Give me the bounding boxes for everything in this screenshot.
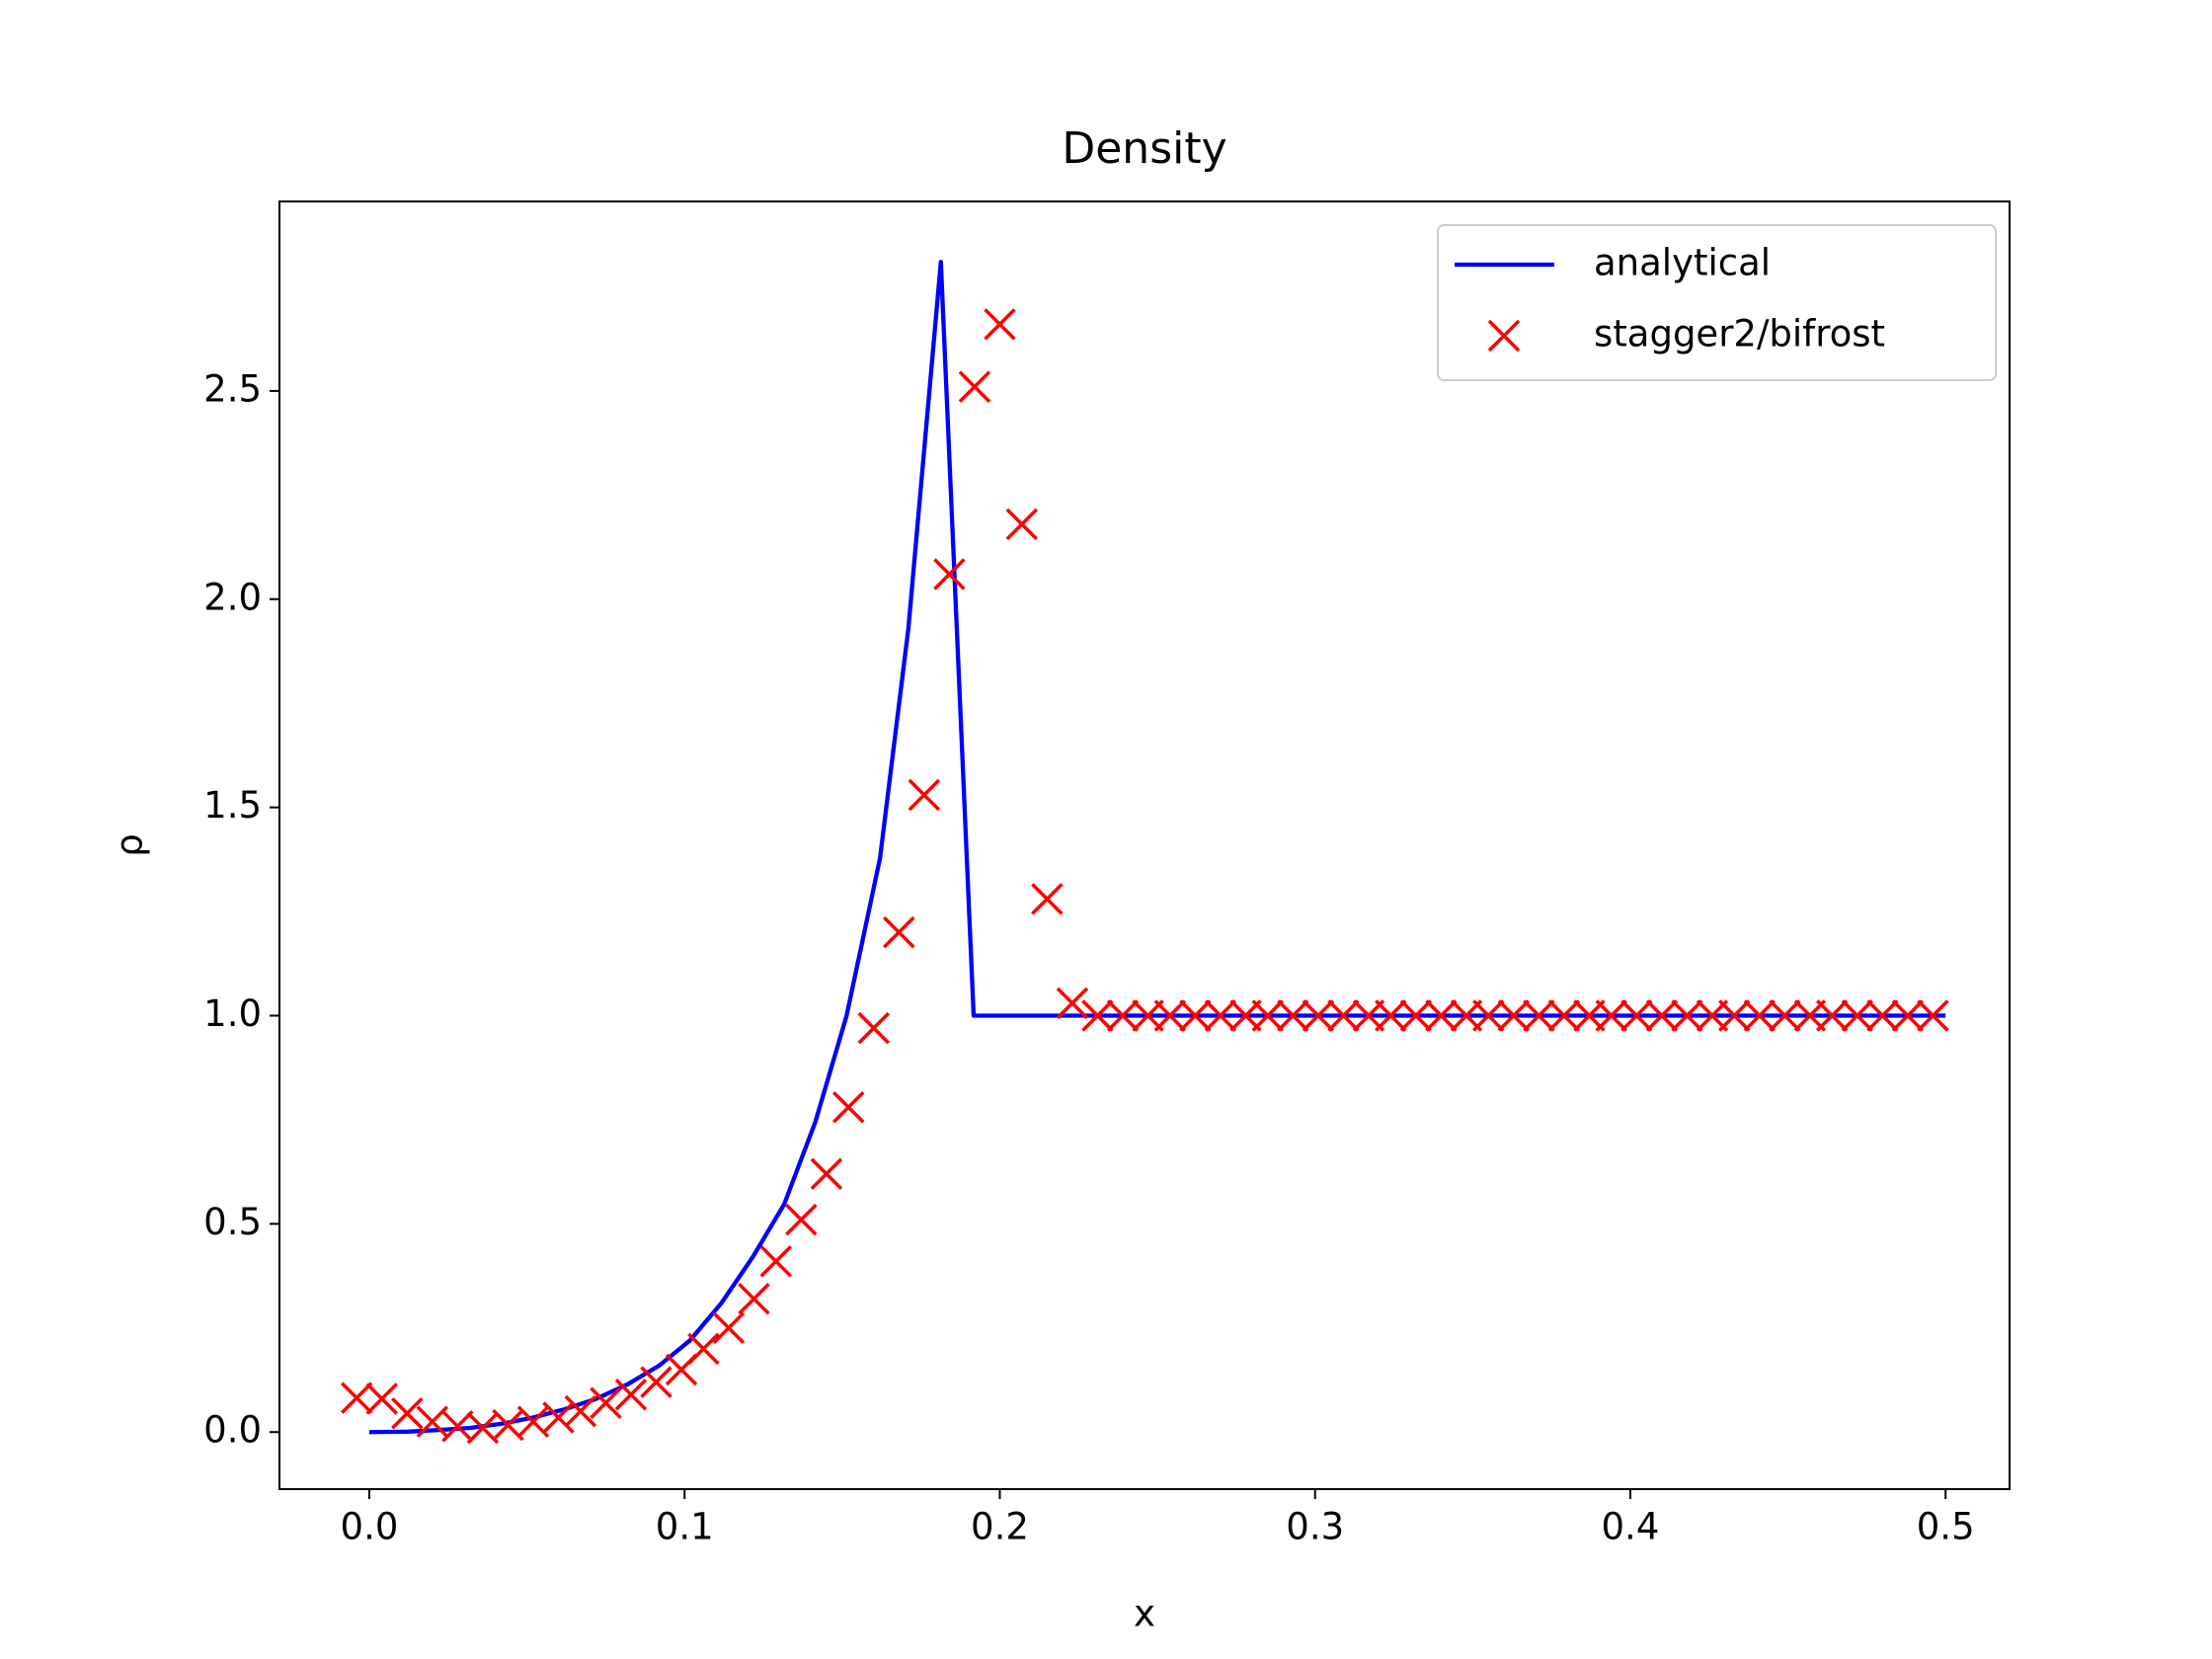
data-point xyxy=(564,1394,597,1428)
x-tick-label: 0.1 xyxy=(656,1506,714,1548)
x-tick-label: 0.4 xyxy=(1602,1506,1660,1548)
data-point xyxy=(1277,999,1309,1032)
data-point xyxy=(1056,987,1089,1020)
data-point xyxy=(1866,999,1899,1032)
data-point xyxy=(1106,999,1140,1032)
x-tick-label: 0.2 xyxy=(971,1506,1029,1548)
data-point xyxy=(1375,999,1407,1032)
legend-label: stagger2/bifrost xyxy=(1594,313,1885,356)
legend-box xyxy=(1437,224,1997,381)
data-point xyxy=(687,1332,720,1366)
y-tick-label: 1.5 xyxy=(203,784,262,827)
data-point xyxy=(1917,999,1949,1032)
data-point xyxy=(759,1245,793,1278)
data-point xyxy=(810,1157,843,1190)
data-point xyxy=(908,778,941,812)
data-point xyxy=(1153,999,1187,1032)
data-point xyxy=(466,1411,500,1445)
y-tick-label: 0.5 xyxy=(203,1201,262,1243)
data-point xyxy=(1743,999,1777,1032)
data-point xyxy=(1497,999,1531,1032)
data-point xyxy=(1620,999,1653,1032)
data-point xyxy=(1816,999,1849,1032)
data-point xyxy=(1204,999,1237,1032)
data-point xyxy=(785,1203,818,1236)
data-point xyxy=(1523,999,1555,1032)
data-point xyxy=(1671,999,1703,1032)
x-axis-label: x xyxy=(1134,1593,1155,1635)
x-tick-label: 0.5 xyxy=(1917,1506,1975,1548)
data-point xyxy=(1327,999,1360,1032)
data-point xyxy=(1841,999,1874,1032)
data-point xyxy=(640,1366,672,1398)
y-tick-label: 1.0 xyxy=(203,992,262,1035)
data-point xyxy=(1031,883,1064,915)
data-point xyxy=(958,370,991,403)
x-tick-label: 0.0 xyxy=(341,1506,399,1548)
data-point xyxy=(1645,999,1679,1032)
legend-label: analytical xyxy=(1594,242,1771,284)
chart-title: Density xyxy=(1062,123,1226,174)
data-point xyxy=(1425,999,1458,1032)
data-point xyxy=(1081,999,1114,1032)
y-tick-label: 2.0 xyxy=(203,576,262,618)
data-point xyxy=(984,308,1016,341)
data-point xyxy=(590,1386,622,1419)
data-point xyxy=(857,1011,891,1045)
data-point xyxy=(1302,999,1335,1032)
data-point xyxy=(1595,999,1628,1032)
data-point xyxy=(1769,999,1801,1032)
plot-frame xyxy=(278,200,2011,1490)
data-point xyxy=(883,915,915,949)
data-point xyxy=(391,1397,424,1430)
data-point xyxy=(614,1379,648,1411)
data-point xyxy=(933,558,966,591)
legend: analytical stagger2/bifrost xyxy=(1437,224,1997,381)
data-point xyxy=(738,1283,770,1315)
data-point xyxy=(441,1410,474,1443)
legend-marker xyxy=(1487,319,1521,353)
y-tick-label: 0.0 xyxy=(203,1409,262,1452)
data-point xyxy=(712,1311,746,1345)
data-point xyxy=(1399,999,1433,1032)
data-point xyxy=(1891,999,1925,1032)
y-tick-label: 2.5 xyxy=(203,367,262,410)
data-point xyxy=(1251,999,1285,1032)
x-tick-label: 0.3 xyxy=(1286,1506,1344,1548)
data-point xyxy=(1005,508,1039,541)
data-point xyxy=(416,1405,449,1438)
y-axis-label: ρ xyxy=(109,833,151,857)
data-point xyxy=(340,1382,373,1414)
data-point xyxy=(1718,999,1751,1032)
data-point xyxy=(365,1382,398,1415)
data-point xyxy=(1547,999,1581,1032)
data-point xyxy=(831,1091,865,1124)
data-point xyxy=(1472,999,1505,1032)
data-point xyxy=(1179,999,1212,1032)
data-point xyxy=(542,1401,575,1434)
